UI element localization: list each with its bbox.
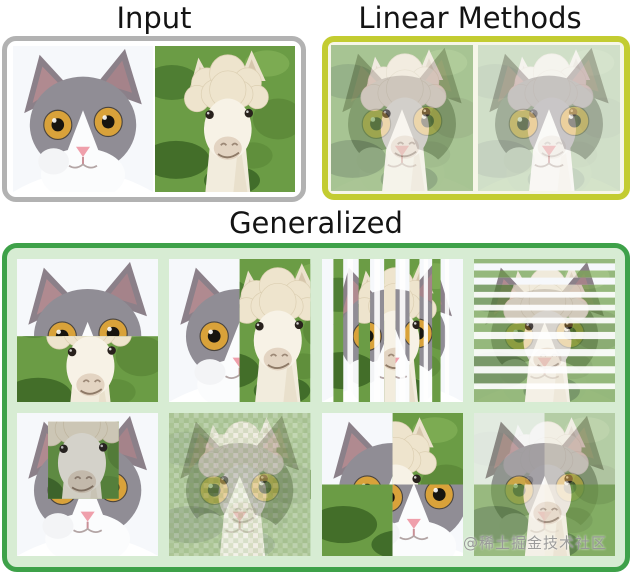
checkerboard-quadrant-mix-image (321, 413, 463, 556)
cat-photo (13, 46, 153, 192)
pixelated-blend-mix-image (169, 413, 311, 556)
horizontal-stripes-mix-image (473, 259, 615, 402)
input-panel: Input (0, 0, 308, 202)
linear-methods-panel: Linear Methods (308, 0, 632, 200)
linear-methods-box (322, 36, 630, 200)
input-panel-title: Input (116, 1, 192, 35)
mixup-alpaca-dominant-image (331, 45, 473, 191)
quadrant-alpha-blend-mix-image (473, 413, 615, 556)
mixup-cat-dominant-image (478, 45, 620, 191)
rectangular-patch-cutmix-image (17, 413, 159, 556)
generalized-title: Generalized (229, 206, 403, 240)
top-panels: Input Linear Methods (0, 0, 632, 202)
vertical-half-split-mix-image (169, 259, 310, 402)
linear-methods-panel-title: Linear Methods (358, 1, 582, 35)
input-box (2, 36, 306, 202)
horizontal-half-split-mix-image (17, 259, 159, 402)
alpaca-photo (155, 46, 295, 192)
vertical-stripes-mix-image (321, 259, 463, 402)
generalized-box: @稀土掘金技术社区 (2, 243, 630, 572)
